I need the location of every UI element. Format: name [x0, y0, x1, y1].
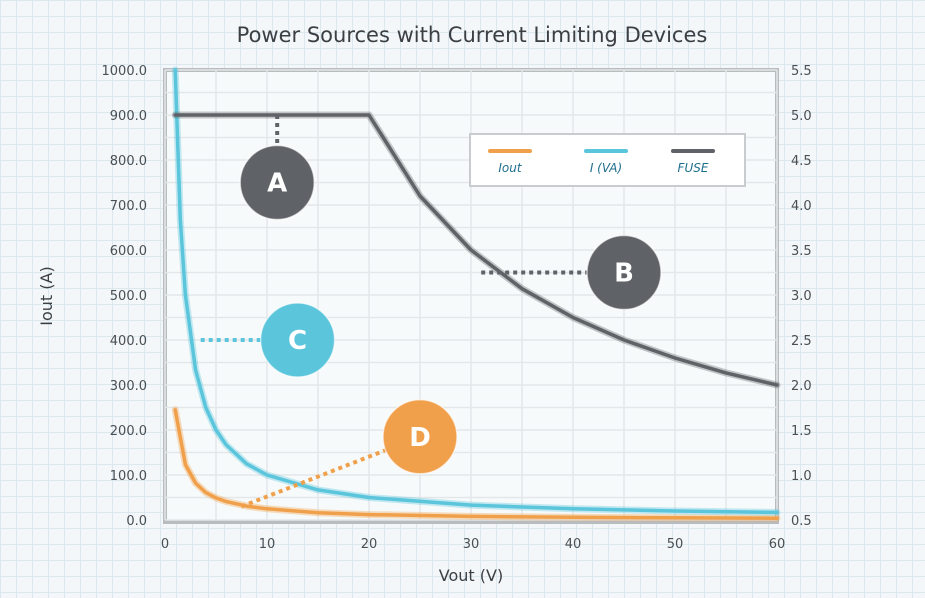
- callout-circle: [239, 144, 315, 221]
- callouts: A B C D: [200, 115, 662, 509]
- callout-label: D: [409, 423, 431, 453]
- chart-title: Power Sources with Current Limiting Devi…: [237, 23, 708, 47]
- y-tick-label: 300.0: [110, 379, 147, 394]
- y2-tick-label: 4.0: [791, 199, 812, 214]
- x-tick-label: 20: [361, 537, 378, 552]
- callout-label: A: [267, 169, 287, 199]
- legend-label: FUSE: [678, 161, 709, 175]
- y2-tick-label: 3.5: [791, 244, 812, 259]
- y-tick-label: 500.0: [110, 289, 147, 304]
- callout-label: C: [288, 326, 307, 356]
- callout-circle: [382, 399, 458, 475]
- legend-label: Iout: [498, 161, 522, 175]
- y-tick-label: 200.0: [110, 424, 147, 439]
- y2-tick-label: 2.5: [791, 334, 812, 349]
- y2-tick-label: 1.5: [791, 424, 812, 439]
- y-tick-label: 700.0: [110, 199, 147, 214]
- y-tick-label: 400.0: [110, 334, 147, 349]
- callout-circle: [259, 302, 336, 378]
- x-axis-label: Vout (V): [439, 566, 503, 585]
- tick-labels: 0 10 20 30 40 50 600.0100.0200.0300.0400.0500.…: [102, 64, 812, 552]
- y-tick-label: 1000.0: [102, 64, 148, 79]
- y-tick-label: 0.0: [126, 514, 147, 529]
- y2-tick-label: 1.0: [791, 469, 812, 484]
- y-tick-label: 100.0: [110, 469, 147, 484]
- y2-tick-label: 2.0: [791, 379, 812, 394]
- x-tick-label: 40: [565, 537, 582, 552]
- series-line-iout: [173, 408, 779, 520]
- y-tick-label: 800.0: [110, 154, 147, 169]
- series-line-i-va: [173, 68, 779, 515]
- x-tick-label: 0: [161, 537, 169, 552]
- callout-label: B: [614, 259, 634, 289]
- x-tick-label: 50: [667, 537, 684, 552]
- y2-tick-label: 3.0: [791, 289, 812, 304]
- y2-tick-label: 5.0: [791, 109, 812, 124]
- y2-tick-label: 4.5: [791, 154, 812, 169]
- series-line-fuse: [173, 113, 779, 387]
- legend: Iout I (VA) FUSE: [469, 133, 746, 187]
- y-tick-label: 600.0: [110, 244, 147, 259]
- y-axis-label: Iout (A): [37, 266, 56, 325]
- x-tick-label: 30: [463, 537, 480, 552]
- y2-tick-label: 5.5: [791, 64, 812, 79]
- legend-label: I (VA): [590, 161, 622, 175]
- x-tick-label: 60: [769, 537, 786, 552]
- y2-tick-label: 0.5: [791, 514, 812, 529]
- legend-box: [469, 133, 746, 187]
- x-tick-label: 10: [259, 537, 276, 552]
- series-layer: [171, 66, 781, 522]
- callout-circle: [586, 234, 662, 311]
- y-tick-label: 900.0: [110, 109, 147, 124]
